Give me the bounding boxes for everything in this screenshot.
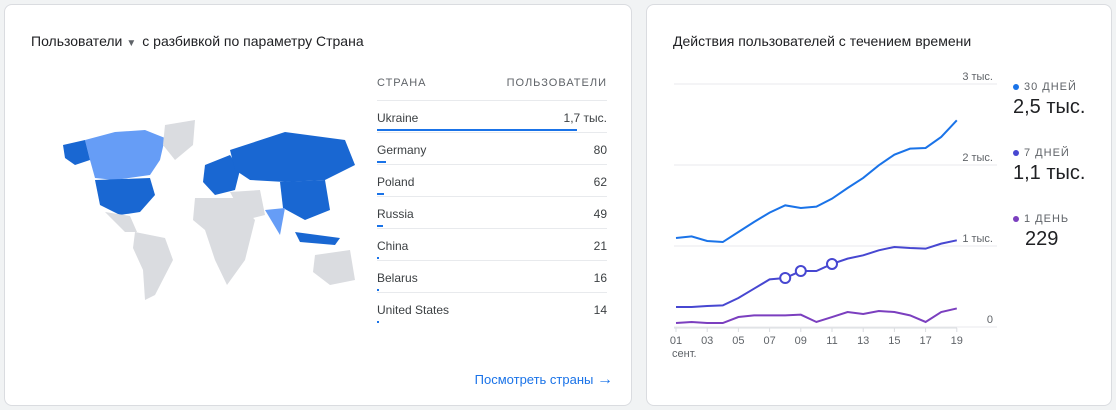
x-tick-label: 01: [670, 335, 682, 347]
legend-value: 1,1 тыс.: [1013, 162, 1086, 184]
mexico: [105, 212, 137, 232]
australia: [313, 250, 355, 285]
share-bar: [377, 225, 383, 227]
legend-dot-icon: [1013, 84, 1019, 91]
greenland: [163, 120, 195, 160]
country-name: China: [377, 239, 409, 253]
view-countries-link[interactable]: Посмотреть страны →: [474, 371, 613, 388]
alaska: [63, 140, 90, 165]
canada: [85, 130, 165, 180]
x-sublabel: сент.: [672, 348, 697, 360]
map-shapes: [63, 120, 355, 300]
metric-selector[interactable]: Пользователи ▼: [31, 33, 137, 49]
x-tick-label: 09: [795, 335, 807, 347]
series-line: [676, 239, 958, 308]
x-tick-label: 17: [919, 335, 931, 347]
x-tick-label: 03: [701, 335, 713, 347]
country-row[interactable]: China 21: [377, 228, 607, 261]
legend-dot-icon: [1013, 216, 1019, 223]
x-tick-label: 15: [888, 335, 900, 347]
country-row[interactable]: Belarus 16: [377, 260, 607, 293]
country-row[interactable]: Ukraine 1,7 тыс.: [377, 100, 607, 133]
legend-label: 1 ДЕНЬ: [1013, 213, 1069, 225]
users-value: 80: [593, 143, 607, 157]
middle-east: [230, 190, 265, 220]
country-name: Poland: [377, 175, 415, 189]
country-name: Ukraine: [377, 111, 419, 125]
x-tick-label: 19: [951, 335, 963, 347]
europe: [203, 155, 240, 195]
users-by-country-card: Пользователи ▼ с разбивкой по параметру Ст…: [4, 4, 632, 406]
y-tick-label: 1 тыс.: [962, 233, 993, 245]
russia: [230, 132, 355, 182]
y-tick-label: 0: [987, 314, 993, 326]
usa: [95, 178, 155, 215]
country-row[interactable]: Germany 80: [377, 132, 607, 165]
legend-label: 30 ДНЕЙ: [1013, 81, 1077, 93]
series-line: [675, 307, 958, 325]
country-name: Russia: [377, 207, 414, 221]
users-value: 21: [593, 239, 607, 253]
data-point-marker[interactable]: [826, 257, 838, 270]
y-tick-label: 3 тыс.: [962, 71, 993, 83]
country-name: Belarus: [377, 271, 418, 285]
country-name: United States: [377, 303, 450, 317]
world-map[interactable]: [55, 120, 355, 305]
col-country: СТРАНА: [377, 77, 427, 89]
share-bar: [377, 129, 577, 131]
legend-value: 229: [1025, 228, 1059, 250]
share-bar: [377, 289, 379, 291]
x-tick-label: 07: [763, 335, 775, 347]
users-value: 16: [593, 271, 607, 285]
share-bar: [377, 321, 379, 323]
caret-down-icon: ▼: [126, 38, 137, 49]
share-bar: [377, 257, 380, 259]
legend-label: 7 ДНЕЙ: [1013, 147, 1070, 159]
data-point-marker[interactable]: [794, 265, 807, 278]
south-america: [133, 232, 173, 300]
x-tick-label: 05: [732, 335, 744, 347]
card-title: Действия пользователей с течением времен…: [673, 33, 972, 49]
users-value: 62: [593, 175, 607, 189]
activity-line-chart[interactable]: 0 1 тыс. 2 тыс. 3 тыс. 01 03 05 07 09 11 13 15 17 19 с…: [647, 65, 1007, 365]
col-users: ПОЛЬЗОВАТЕЛИ: [506, 77, 607, 89]
country-name: Germany: [377, 143, 427, 157]
series-line: [675, 119, 958, 244]
share-bar: [377, 193, 385, 195]
user-activity-card: Действия пользователей с течением времен…: [646, 4, 1112, 406]
x-tick-label: 11: [826, 335, 837, 347]
users-value: 1,7 тыс.: [563, 111, 607, 125]
share-bar: [377, 161, 387, 163]
users-value: 14: [593, 303, 607, 317]
x-tick-label: 13: [857, 335, 869, 347]
country-row[interactable]: Russia 49: [377, 196, 607, 229]
card-title: Пользователи ▼ с разбивкой по параметру Ст…: [31, 33, 364, 49]
data-point-marker[interactable]: [779, 271, 792, 284]
china: [280, 180, 330, 220]
africa: [193, 198, 255, 285]
users-value: 49: [593, 207, 607, 221]
legend-value: 2,5 тыс.: [1013, 96, 1086, 118]
title-rest: с разбивкой по параметру Страна: [142, 33, 364, 49]
y-tick-label: 2 тыс.: [962, 152, 993, 164]
country-row[interactable]: Poland 62: [377, 164, 607, 197]
arrow-right-icon: →: [597, 371, 613, 388]
indonesia: [295, 232, 340, 245]
country-row[interactable]: United States 14: [377, 292, 607, 325]
india: [265, 208, 285, 235]
legend-dot-icon: [1013, 150, 1019, 157]
